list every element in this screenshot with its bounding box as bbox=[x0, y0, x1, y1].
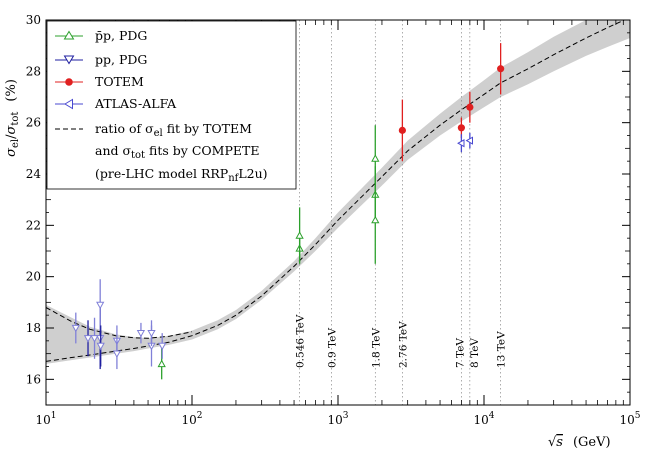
atlas-point bbox=[465, 136, 473, 145]
y-tick-label: 18 bbox=[26, 321, 41, 335]
model-curve-upper-branch bbox=[46, 307, 193, 339]
totem-point bbox=[466, 103, 474, 111]
y-axis-label: σel/σtot(%) bbox=[4, 79, 21, 157]
legend-label-model-line1: ratio of σel fit by TOTEM bbox=[95, 121, 252, 139]
energy-label: 8 TeV bbox=[469, 338, 481, 368]
legend-entry-ppbar: p̄p, PDG bbox=[55, 28, 147, 43]
circle-icon bbox=[65, 78, 73, 86]
energy-annotations: 0.546 TeV 0.9 TeV 1.8 TeV 2.76 TeV 7 TeV 8 Te… bbox=[295, 20, 508, 405]
ppbar-point bbox=[157, 359, 166, 368]
energy-label: 7 TeV bbox=[454, 338, 466, 368]
energy-label: 1.8 TeV bbox=[370, 328, 382, 368]
pp-point bbox=[71, 324, 80, 333]
y-tick-label: 16 bbox=[26, 372, 41, 386]
atlas-point bbox=[457, 139, 465, 148]
legend-label-model-line2: and σtot fits by COMPETE bbox=[95, 143, 259, 161]
totem-point bbox=[398, 126, 406, 134]
pp-point bbox=[83, 335, 93, 343]
y-tick-label: 20 bbox=[26, 270, 41, 284]
pp-point bbox=[158, 342, 167, 351]
triangle-left-icon bbox=[64, 98, 73, 110]
y-tick-label: 24 bbox=[26, 167, 42, 181]
triangle-up-icon bbox=[63, 30, 75, 40]
pp-point bbox=[96, 342, 105, 351]
ppbar-point bbox=[371, 215, 380, 224]
x-tick-label: 104 bbox=[473, 411, 494, 427]
y-tick-label: 30 bbox=[26, 13, 41, 27]
energy-label: 0.546 TeV bbox=[295, 314, 307, 368]
energy-label: 0.9 TeV bbox=[326, 328, 338, 368]
x-tick-label: 105 bbox=[619, 411, 640, 427]
x-tick-label: 103 bbox=[327, 411, 348, 427]
legend-entry-pp: pp, PDG bbox=[55, 52, 147, 67]
pp-point bbox=[136, 330, 146, 338]
model-curve bbox=[46, 20, 626, 362]
y-tick-label: 26 bbox=[26, 116, 41, 130]
ppbar-point bbox=[295, 231, 304, 239]
data-points bbox=[71, 43, 505, 380]
pp-point bbox=[147, 330, 156, 338]
ppbar-point bbox=[371, 154, 380, 162]
totem-point bbox=[497, 65, 505, 73]
y-tick-label: 28 bbox=[26, 64, 41, 78]
energy-label: 2.76 TeV bbox=[397, 321, 409, 368]
triangle-down-icon bbox=[63, 55, 75, 65]
legend-label-model-line3: (pre-LHC model RRPnfL2u) bbox=[95, 166, 268, 184]
legend-entry-totem: TOTEM bbox=[55, 74, 144, 89]
legend-label-totem: TOTEM bbox=[95, 74, 144, 89]
x-axis-label: √s (GeV) bbox=[548, 435, 611, 450]
x-tick-label: 101 bbox=[35, 411, 56, 427]
legend-entry-atlas: ATLAS-ALFA bbox=[55, 96, 177, 111]
totem-point bbox=[457, 124, 465, 132]
pp-point bbox=[112, 350, 122, 359]
x-tick-label: 102 bbox=[181, 411, 202, 427]
legend-label-atlas: ATLAS-ALFA bbox=[94, 96, 177, 111]
y-tick-label: 22 bbox=[26, 218, 41, 232]
legend-entry-model: ratio of σel fit by TOTEM and σtot fits … bbox=[55, 121, 268, 184]
axes: 16 18 20 22 24 26 28 30 101 102 103 104 105 bbox=[26, 13, 641, 427]
energy-label: 13 TeV bbox=[496, 331, 508, 368]
legend-label-ppbar: p̄p, PDG bbox=[95, 28, 147, 43]
pp-point bbox=[96, 301, 105, 310]
legend-label-pp: pp, PDG bbox=[95, 52, 147, 67]
legend-box bbox=[46, 20, 297, 190]
model-uncertainty-band bbox=[46, 20, 630, 364]
pp-point bbox=[90, 335, 99, 343]
legend: p̄p, PDG pp, PDG TOTEM ATLAS-ALFA ratio … bbox=[46, 20, 297, 190]
